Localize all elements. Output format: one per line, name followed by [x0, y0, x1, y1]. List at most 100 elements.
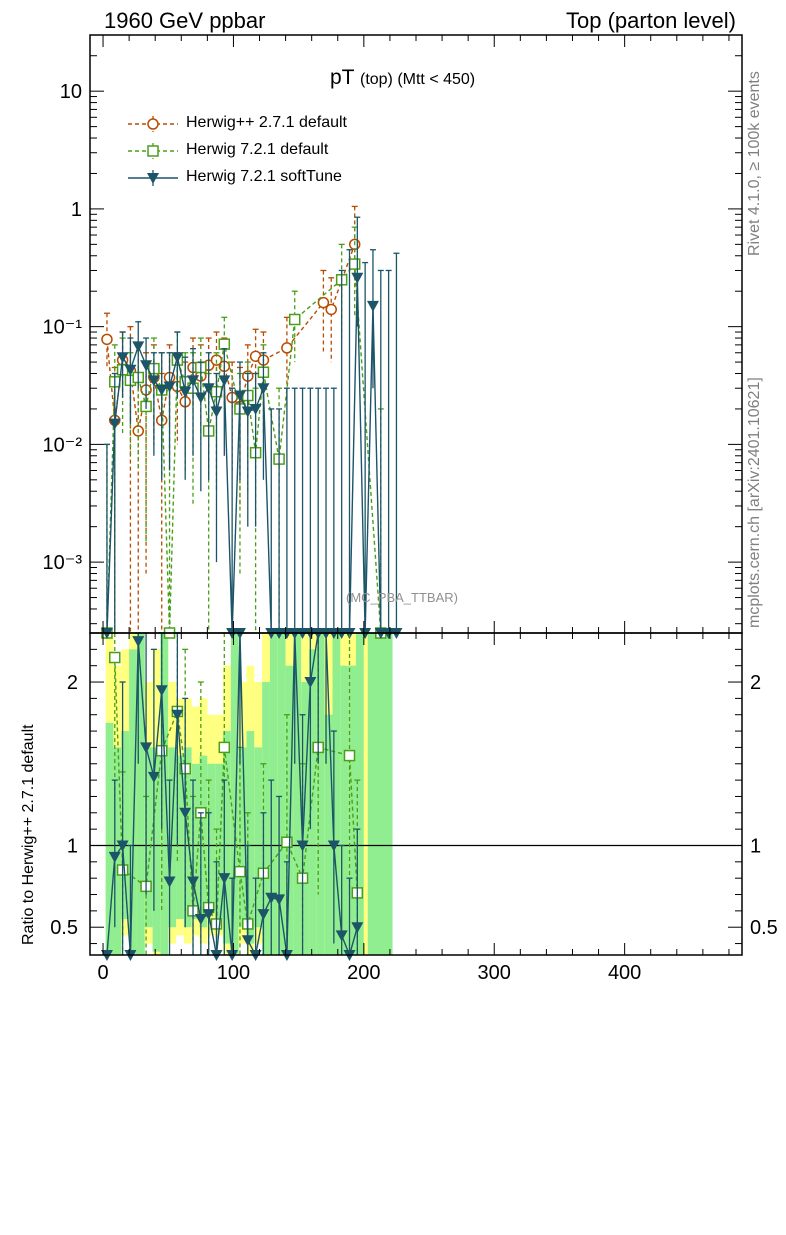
ratio-point-2-13 — [202, 909, 215, 921]
x-tick-label-0: 0 — [97, 962, 108, 984]
ratio-point-2-11 — [187, 876, 200, 888]
ratio-point-2-15 — [218, 873, 231, 885]
rivet-version-label: Rivet 4.1.0, ≥ 100k events — [742, 40, 768, 260]
green-band-2 — [121, 731, 130, 920]
x-tick-label-3: 300 — [478, 962, 511, 984]
ratio-point-2-9 — [171, 709, 184, 721]
ratio-point-2-4 — [132, 636, 145, 648]
chart-canvas: 0 100 200 300 400 10 1 10⁻¹ 10⁻² 10⁻³ 0.5 0.5 1 1 2 2 — [43, 34, 778, 984]
upper-series-layer — [100, 205, 403, 639]
ratio-point-1-11 — [234, 865, 246, 878]
upper-point-2-19 — [249, 403, 262, 415]
upper-point-2-12 — [194, 392, 207, 404]
ratio-point-2-6 — [147, 771, 160, 783]
upper-point-2-2 — [116, 352, 129, 364]
ratio-point-2-1 — [108, 851, 121, 863]
green-band-20 — [262, 682, 270, 955]
upper-y-tick-label-4: 10⁻³ — [43, 552, 83, 574]
plot-title-main: pT — [330, 66, 355, 89]
upper-point-2-14 — [210, 406, 223, 418]
x-tick-label-4: 400 — [608, 962, 641, 984]
legend-label-herwig7-default: Herwig 7.2.1 default — [186, 141, 329, 158]
lower-y-tick-label-right-0: 0.5 — [750, 917, 778, 939]
ratio-series-layer — [100, 628, 364, 961]
ratio-point-2-10 — [179, 807, 192, 819]
legend-marker-1 — [147, 145, 159, 157]
upper-point-2-3 — [124, 364, 137, 376]
green-band-12 — [199, 755, 208, 928]
green-band-7 — [160, 633, 169, 955]
green-band-21 — [269, 633, 278, 955]
ratio-point-2-30 — [335, 930, 348, 942]
upper-point-0-23 — [325, 303, 337, 316]
upper-y-tick-label-3: 10⁻² — [43, 434, 83, 456]
green-band-0 — [105, 722, 114, 955]
legend-label-herwig7-softtune: Herwig 7.2.1 softTune — [186, 168, 342, 185]
ratio-point-2-22 — [273, 894, 286, 906]
green-band-28 — [324, 714, 333, 955]
upper-y-tick-label-1: 1 — [71, 199, 82, 221]
ratio-point-1-14 — [281, 836, 293, 848]
green-band-16 — [230, 633, 239, 955]
green-band-30 — [340, 665, 349, 955]
green-band-11 — [191, 763, 200, 920]
legend-marker-0 — [147, 118, 159, 130]
upper-point-2-5 — [140, 360, 153, 372]
process-label: Top (parton level) — [566, 8, 736, 33]
upper-point-2-32 — [351, 272, 364, 284]
upper-point-0-21 — [281, 342, 293, 354]
green-band-26 — [309, 649, 317, 955]
green-band-25 — [301, 682, 310, 955]
ratio-point-2-2 — [116, 840, 129, 852]
upper-point-2-7 — [155, 384, 168, 396]
upper-point-2-11 — [187, 375, 200, 387]
mcplots-credit-text: mcplots.cern.ch [arXiv:2401.10621] — [746, 377, 763, 628]
ratio-point-2-29 — [327, 840, 340, 852]
ratio-ylabel: Ratio to Herwig++ 2.7.1 default — [20, 724, 37, 945]
upper-line-1 — [106, 262, 382, 634]
upper-point-2-20 — [257, 383, 270, 395]
yellow-band-33 — [363, 633, 368, 955]
upper-point-2-1 — [108, 418, 121, 430]
upper-point-2-6 — [147, 375, 160, 387]
ratio-point-2-12 — [194, 914, 207, 926]
x-tick-label-1: 100 — [217, 962, 250, 984]
collision-label: 1960 GeV ppbar — [104, 8, 266, 33]
upper-point-2-18 — [241, 406, 254, 418]
upper-point-2-13 — [202, 383, 215, 395]
lower-y-tick-label-0: 0.5 — [50, 917, 78, 939]
upper-point-2-9 — [171, 352, 184, 364]
green-band-18 — [246, 731, 255, 944]
analysis-watermark: (MC_PBA_TTBAR) — [346, 590, 458, 605]
green-band-32 — [356, 633, 364, 955]
upper-point-2-10 — [179, 386, 192, 398]
ratio-point-2-7 — [155, 685, 168, 697]
green-band-24 — [293, 633, 302, 955]
upper-point-2-34 — [366, 300, 379, 312]
green-band-22 — [277, 633, 286, 955]
lower-y-tick-label-1: 1 — [67, 835, 78, 857]
upper-point-2-15 — [218, 375, 231, 387]
green-band-34 — [367, 633, 393, 955]
green-band-17 — [238, 747, 247, 928]
green-band-13 — [207, 763, 216, 911]
green-band-9 — [176, 755, 184, 920]
plot-title: pT (top) (Mtt < 450) — [330, 66, 475, 90]
legend-markers — [128, 116, 178, 186]
green-band-1 — [113, 747, 122, 955]
rivet-version-text: Rivet 4.1.0, ≥ 100k events — [746, 71, 763, 256]
green-band-23 — [285, 665, 294, 955]
ratio-point-1-17 — [343, 749, 356, 762]
upper-point-1-21 — [288, 313, 301, 326]
green-band-29 — [332, 633, 341, 955]
upper-y-tick-label-2: 10⁻¹ — [43, 317, 83, 339]
green-band-3 — [129, 649, 137, 955]
mcplots-credit-label: mcplots.cern.ch [arXiv:2401.10621] — [742, 330, 768, 630]
ratio-point-1-0 — [109, 651, 121, 664]
upper-point-1-15 — [218, 338, 231, 350]
green-band-27 — [316, 633, 325, 955]
upper-point-2-8 — [163, 381, 176, 393]
lower-y-tick-label-right-2: 2 — [750, 672, 761, 694]
lower-y-tick-label-right-1: 1 — [750, 835, 761, 857]
x-tick-label-2: 200 — [347, 962, 380, 984]
